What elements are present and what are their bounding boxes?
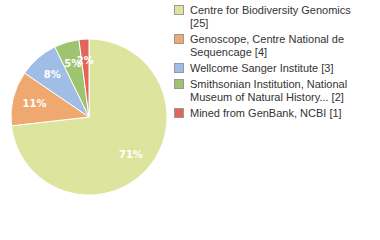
svg-text:2%: 2% xyxy=(77,55,94,66)
html-text:Wellcome Sanger Institute [3]: Wellcome Sanger Institute [3] xyxy=(190,62,334,74)
svg-text:5%: 5% xyxy=(64,57,82,69)
svg-text:8%: 8% xyxy=(44,69,61,80)
html-text:Genoscope, Centre National de: Genoscope, Centre National de Sequencage… xyxy=(190,33,345,58)
svg-text:71%: 71% xyxy=(119,149,143,160)
html-text:Smithsonian Institution, Natio: Smithsonian Institution, National Museum… xyxy=(190,78,348,103)
svg-text:11%: 11% xyxy=(23,98,47,109)
html-text:Mined from GenBank, NCBI [1]: Mined from GenBank, NCBI [1] xyxy=(190,107,342,119)
html-text:Centre for Biodiversity Genomi: Centre for Biodiversity Genomics [25] xyxy=(190,4,351,29)
